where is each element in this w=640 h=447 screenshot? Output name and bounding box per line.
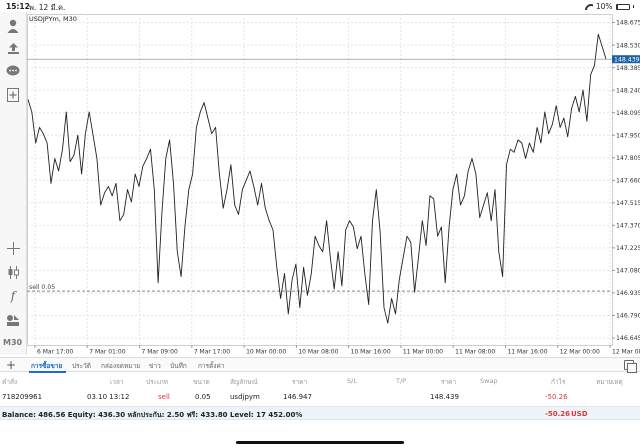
col-price[interactable]: ราคา <box>292 378 308 386</box>
y-tick-label: 146.645 <box>616 335 640 342</box>
objects-icon[interactable] <box>5 312 21 328</box>
y-tick-label: 147.225 <box>616 245 640 252</box>
y-tick-label: 146.790 <box>616 313 640 320</box>
price-tag-label: 148.439 <box>614 57 640 64</box>
table-row[interactable]: 718209961 03.10 13:12 sell 0.05 usdjpym … <box>0 389 640 405</box>
x-tick-label: 11 Mar 16:00 <box>507 349 547 356</box>
cell-price: 146.947 <box>283 393 312 401</box>
function-icon[interactable]: f <box>10 289 16 303</box>
cell-symbol: usdjpym <box>230 393 260 401</box>
crosshair-icon[interactable] <box>5 240 21 256</box>
order-line-label: sell 0.05 <box>29 284 55 291</box>
col-time[interactable]: เวลา <box>110 378 124 386</box>
x-tick-label: 7 Mar 09:00 <box>142 349 178 356</box>
x-tick-label: 7 Mar 01:00 <box>89 349 125 356</box>
col-type[interactable]: ประเภท <box>146 378 168 386</box>
status-time: 15:12 <box>6 2 30 11</box>
chart-svg[interactable]: 148.675 148.530 148.385 148.240 148.095 147.9… <box>27 12 640 355</box>
wifi-icon <box>585 4 593 10</box>
y-tick-label: 147.515 <box>616 200 640 207</box>
y-tick-label: 146.935 <box>616 290 640 297</box>
positions-table: คำสั่ง เวลา ประเภท ขนาด สัญลักษณ์ ราคา S… <box>0 373 640 405</box>
cell-current-price: 148.439 <box>430 393 459 401</box>
tab-mailbox[interactable]: กล่องจดหมาย <box>101 362 141 370</box>
account-summary: Balance: 486.56 Equity: 436.30 หลักประกั… <box>0 406 640 420</box>
battery-tip <box>632 5 634 8</box>
y-tick-label: 148.240 <box>616 87 640 94</box>
y-tick-label: 148.675 <box>616 20 640 27</box>
battery-percent: 10% <box>595 2 613 11</box>
x-tick-label: 11 Mar 08:00 <box>455 349 495 356</box>
tab-active-underline <box>29 371 66 373</box>
y-tick-label: 148.530 <box>616 42 640 49</box>
y-tick-label: 148.095 <box>616 110 640 117</box>
y-tick-label: 148.385 <box>616 65 640 72</box>
cell-time: 03.10 13:12 <box>87 393 130 401</box>
summary-text: Balance: 486.56 Equity: 436.30 หลักประกั… <box>2 411 303 419</box>
y-tick-label: 147.950 <box>616 132 640 139</box>
share-icon[interactable] <box>5 40 21 56</box>
candles-icon[interactable] <box>5 264 21 280</box>
col-symbol[interactable]: สัญลักษณ์ <box>230 378 258 386</box>
cell-order: 718209961 <box>2 393 43 401</box>
cell-type: sell <box>158 393 170 401</box>
y-tick-label: 147.370 <box>616 223 640 230</box>
tab-journal[interactable]: บันทึก <box>170 362 187 370</box>
price-tag-bg <box>612 55 640 64</box>
price-series-line <box>27 33 607 324</box>
tab-trade[interactable]: การซื้อขาย <box>31 362 63 370</box>
add-chart-icon[interactable] <box>5 87 21 103</box>
col-swap[interactable]: Swap <box>480 377 498 385</box>
col-profit[interactable]: กำไร <box>551 378 566 386</box>
summary-profit: -50.26 <box>545 410 571 418</box>
x-tick-label: 10 Mar 00:00 <box>246 349 286 356</box>
tab-history[interactable]: ประวัติ <box>72 362 91 370</box>
col-current-price[interactable]: ราคา <box>441 378 457 386</box>
tab-news[interactable]: ข่าว <box>149 362 161 370</box>
status-bar: 15:12 พ. 12 มี.ค. 10% <box>0 0 640 12</box>
left-toolbar: f M30 <box>0 12 27 355</box>
col-sl[interactable]: S/L <box>347 377 357 385</box>
x-tick-label: 10 Mar 08:00 <box>298 349 338 356</box>
trade-window-icon[interactable] <box>624 360 637 373</box>
col-comment[interactable]: หมายเหตุ <box>596 378 623 386</box>
battery-icon <box>615 3 630 10</box>
x-tick-label: 6 Mar 17:00 <box>37 349 73 356</box>
timeframe-label[interactable]: M30 <box>3 338 23 347</box>
col-tp[interactable]: T/P <box>396 377 407 385</box>
x-tick-label: 12 Mar 00:00 <box>560 349 600 356</box>
add-icon[interactable]: + <box>6 358 17 372</box>
status-date: พ. 12 มี.ค. <box>29 3 66 12</box>
status-right: 10% <box>585 2 634 11</box>
y-tick-label: 147.660 <box>616 177 640 184</box>
price-chart[interactable]: 148.675 148.530 148.385 148.240 148.095 147.9… <box>27 12 640 355</box>
summary-currency: USD <box>571 410 588 418</box>
cell-size: 0.05 <box>195 393 211 401</box>
x-tick-label: 12 Mar 08:00 <box>612 349 640 356</box>
y-tick-label: 147.805 <box>616 155 640 162</box>
col-size[interactable]: ขนาด <box>193 378 210 386</box>
x-tick-label: 11 Mar 00:00 <box>403 349 443 356</box>
cell-profit: -50.26 <box>545 393 568 401</box>
table-header: คำสั่ง เวลา ประเภท ขนาด สัญลักษณ์ ราคา S… <box>0 373 640 389</box>
x-tick-label: 10 Mar 16:00 <box>351 349 391 356</box>
tab-settings[interactable]: การตั้งค่า <box>198 362 225 370</box>
bottom-tabs: + การซื้อขาย ประวัติ กล่องจดหมาย ข่าว บั… <box>0 357 640 373</box>
symbol-label: USDJPYm, M30 <box>29 15 77 23</box>
home-indicator[interactable] <box>236 441 404 444</box>
col-order[interactable]: คำสั่ง <box>2 378 18 386</box>
x-tick-label: 7 Mar 17:00 <box>194 349 230 356</box>
y-tick-label: 147.080 <box>616 268 640 275</box>
person-icon[interactable] <box>5 18 21 34</box>
chat-icon[interactable] <box>5 63 21 79</box>
